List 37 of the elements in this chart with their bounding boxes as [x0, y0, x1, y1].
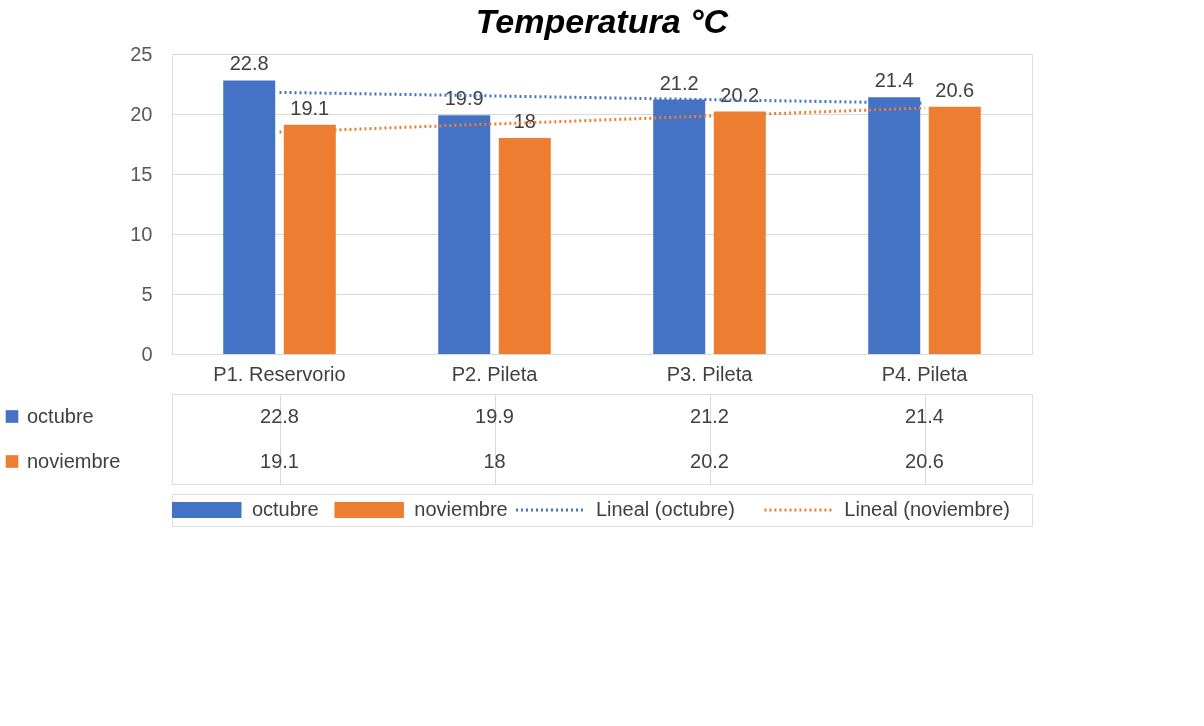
annotation: 20.6: [935, 78, 975, 101]
legend-label: Lineal (noviembre): [844, 498, 1010, 520]
x-tick-label: P2. Pileta: [451, 362, 539, 385]
bar: [498, 138, 551, 354]
x-tick-label: P4. Pileta: [881, 362, 969, 385]
annotation: 21.4: [874, 69, 914, 92]
bar: [438, 115, 491, 354]
y-tick-label: 25: [130, 42, 153, 65]
x-tick-label: P3. Pileta: [666, 362, 754, 385]
text: octubre: [251, 498, 319, 520]
annotation: 19.9: [444, 87, 484, 110]
annotation: 21.2: [659, 71, 699, 94]
data-label: 22.8: [260, 404, 299, 427]
data-label: 20.6: [905, 449, 944, 472]
data-label: 21.4: [905, 404, 944, 427]
x-tick-label: P1. Reservorio: [213, 362, 346, 385]
chart-title: Temperatura °C: [475, 2, 729, 40]
data-label: 20.2: [690, 449, 729, 472]
y-tick-label: 15: [130, 162, 153, 185]
y-tick-label: 5: [141, 282, 153, 305]
data-label: 19.9: [475, 404, 514, 427]
legend-label: noviembre: [414, 498, 508, 520]
annotation: 19.1: [290, 96, 330, 119]
annotation: 22.8: [229, 52, 269, 75]
annotation: 18: [513, 110, 536, 132]
y-tick-label: 0: [141, 342, 153, 365]
data-label: 21.2: [690, 404, 729, 427]
text: noviembre: [27, 449, 121, 472]
annotation: 20.2: [720, 83, 760, 106]
data-label: 19.1: [260, 449, 299, 472]
bar: [223, 80, 276, 354]
bar: [928, 106, 981, 354]
y-tick-label: 10: [130, 222, 153, 245]
legend-label: octubre: [27, 404, 94, 427]
y-tick-label: 20: [130, 102, 153, 125]
legend-label: Lineal (octubre): [595, 498, 735, 520]
data-label: 18: [483, 449, 506, 472]
